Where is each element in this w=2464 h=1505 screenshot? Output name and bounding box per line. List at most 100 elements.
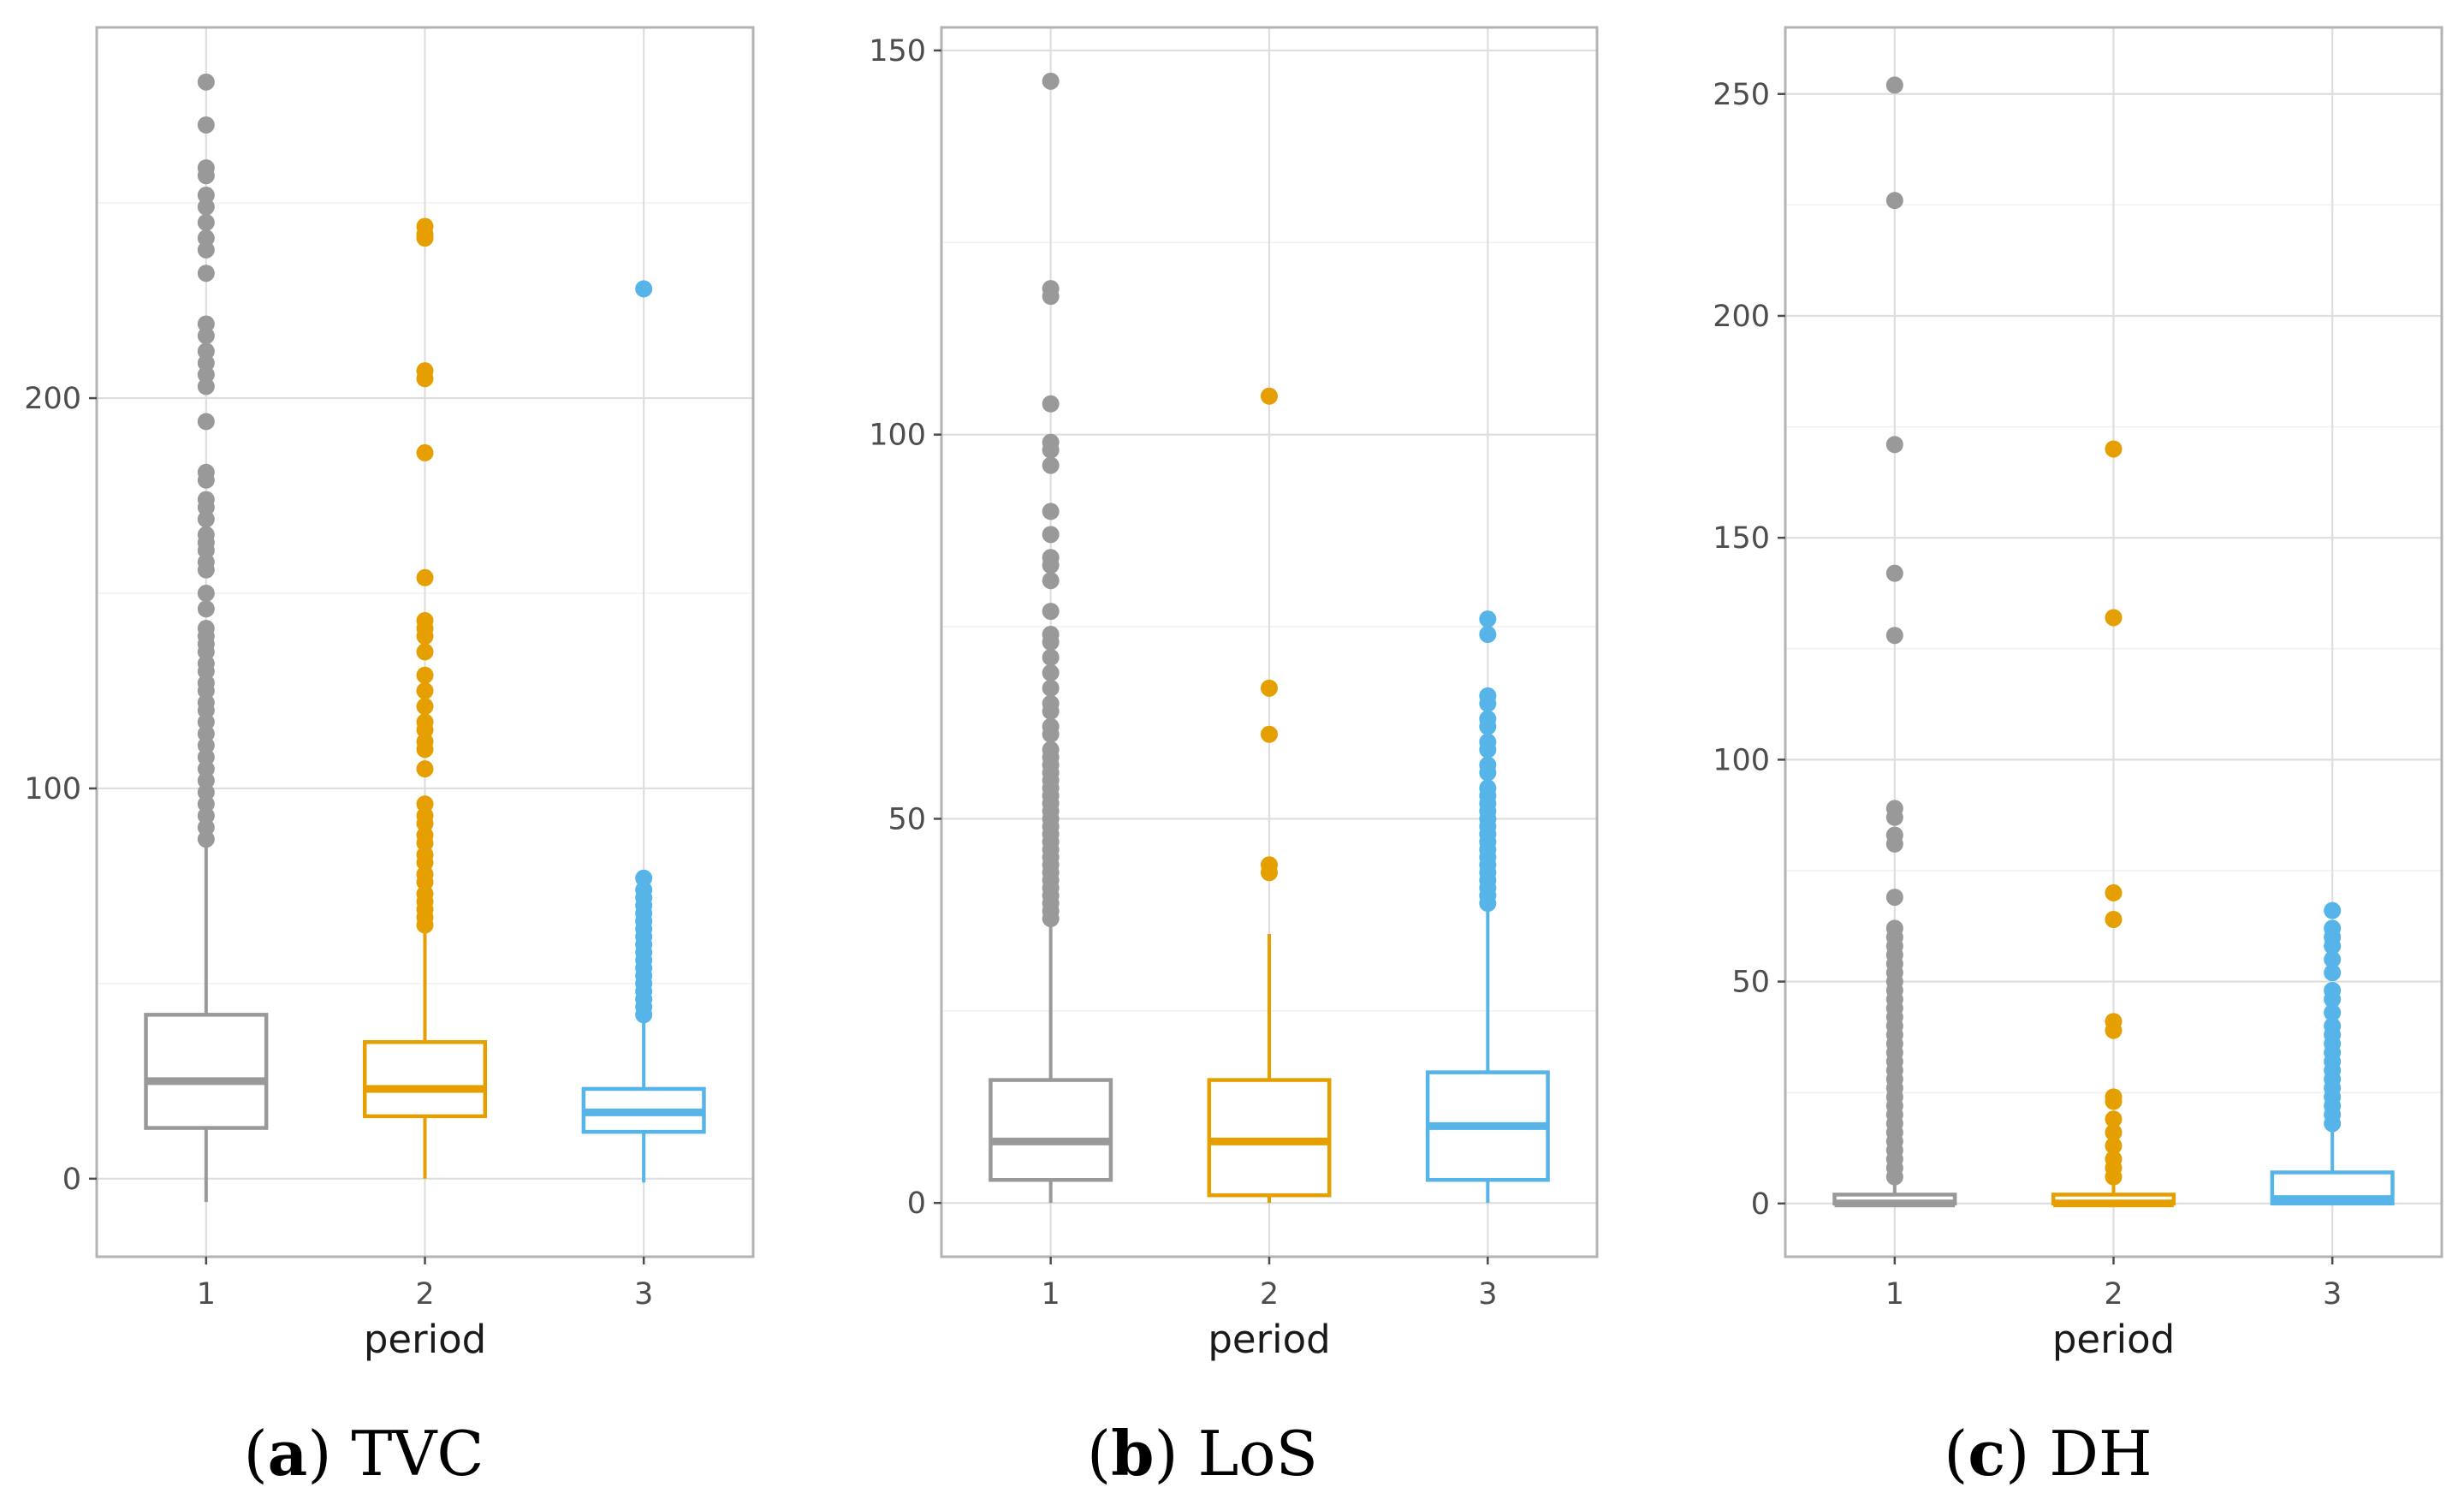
outlier-point [197,167,215,185]
x-tick-label: 1 [1885,1277,1904,1312]
outlier-point [1885,564,1903,582]
outlier-point [2105,1092,2123,1110]
outlier-point [1885,835,1903,853]
outlier-point [197,600,215,618]
outlier-point [197,73,215,91]
outlier-point [2324,964,2342,982]
outlier-point [416,681,434,699]
x-axis-title: period [1208,1317,1330,1362]
outlier-point [416,795,434,813]
y-tick-label: 150 [1713,521,1770,556]
outlier-point [416,628,434,645]
outlier-point [197,806,215,824]
outlier-point [1885,627,1903,645]
outlier-point [1885,192,1903,210]
outlier-point [197,725,215,743]
outlier-point [1042,526,1060,544]
y-tick-label: 200 [1713,300,1770,334]
x-tick-label: 3 [1478,1277,1497,1312]
caption-c-text: DH [2049,1418,2152,1490]
y-tick-label: 50 [1731,966,1770,1000]
outlier-point [197,643,215,661]
x-tick-label: 3 [2323,1277,2342,1312]
outlier-point [1042,679,1060,697]
caption-b-text: LoS [1197,1418,1318,1490]
outlier-point [1885,436,1903,454]
outlier-point [2105,1168,2123,1186]
outlier-point [2105,1110,2123,1128]
outlier-point [1479,694,1497,712]
outlier-point [197,342,215,360]
outlier-point [416,854,434,871]
outlier-point [1042,910,1060,928]
outlier-point [1261,679,1278,697]
outlier-point [1042,395,1060,413]
outlier-point [416,760,434,778]
outlier-point [416,741,434,758]
y-tick-label: 0 [1751,1187,1770,1222]
outlier-point [416,229,434,247]
caption-b: (b) LoS [1087,1417,1318,1490]
outlier-point [197,795,215,813]
caption-c: (c) DH [1944,1417,2152,1490]
y-tick-label: 250 [1713,78,1770,112]
outlier-point [416,873,434,891]
y-tick-label: 200 [24,382,81,416]
outlier-point [197,315,215,333]
caption-b-letter: b [1111,1417,1155,1490]
outlier-point [197,471,215,489]
outlier-point [2324,990,2342,1008]
outlier-point [197,541,215,559]
outlier-point [2105,1021,2123,1039]
x-axis-title: period [364,1317,486,1362]
outlier-point [1042,634,1060,651]
outlier-point [1885,76,1903,94]
outlier-point [1885,808,1903,826]
outlier-point [197,378,215,396]
outlier-point [197,198,215,216]
outlier-point [1042,503,1060,521]
outlier-point [416,814,434,832]
outlier-point [197,241,215,259]
outlier-point [197,187,215,205]
outlier-point [1042,603,1060,621]
x-axis-title: period [2052,1317,2175,1362]
outlier-point [197,736,215,754]
outlier-point [1885,889,1903,907]
caption-a-letter: a [267,1417,308,1490]
outlier-point [197,681,215,699]
panel-a: 0 100 200 1 2 3 period [24,26,755,1362]
outlier-point [197,783,215,801]
outlier-point [2105,911,2123,929]
outlier-point [635,280,653,298]
outlier-point [197,354,215,372]
panel-b: 0 50 100 150 1 2 3 period [869,26,1599,1362]
x-tick-label: 1 [1042,1277,1060,1312]
outlier-point [416,443,434,461]
outlier-point [2105,1137,2123,1155]
outlier-point [1042,441,1060,459]
outlier-point [635,1006,653,1024]
outlier-point [1042,456,1060,474]
outlier-point [2324,937,2342,955]
outlier-point [2324,950,2342,968]
outlier-point [1042,556,1060,574]
outlier-point [197,510,215,528]
outlier-point [2324,1115,2342,1133]
outlier-point [197,585,215,603]
outlier-point [1479,764,1497,782]
outlier-point [197,663,215,681]
outlier-point [197,366,215,384]
outlier-point [1261,725,1278,743]
outlier-point [416,370,434,388]
outlier-point [2105,440,2123,458]
y-tick-label: 100 [24,772,81,806]
outlier-point [1479,895,1497,913]
box [989,1078,1113,1182]
outlier-point [197,760,215,778]
outlier-point [416,666,434,684]
outlier-point [197,713,215,731]
outlier-point [1042,648,1060,666]
x-tick-label: 2 [1260,1277,1279,1312]
caption-a: (a) TVC [243,1417,484,1490]
